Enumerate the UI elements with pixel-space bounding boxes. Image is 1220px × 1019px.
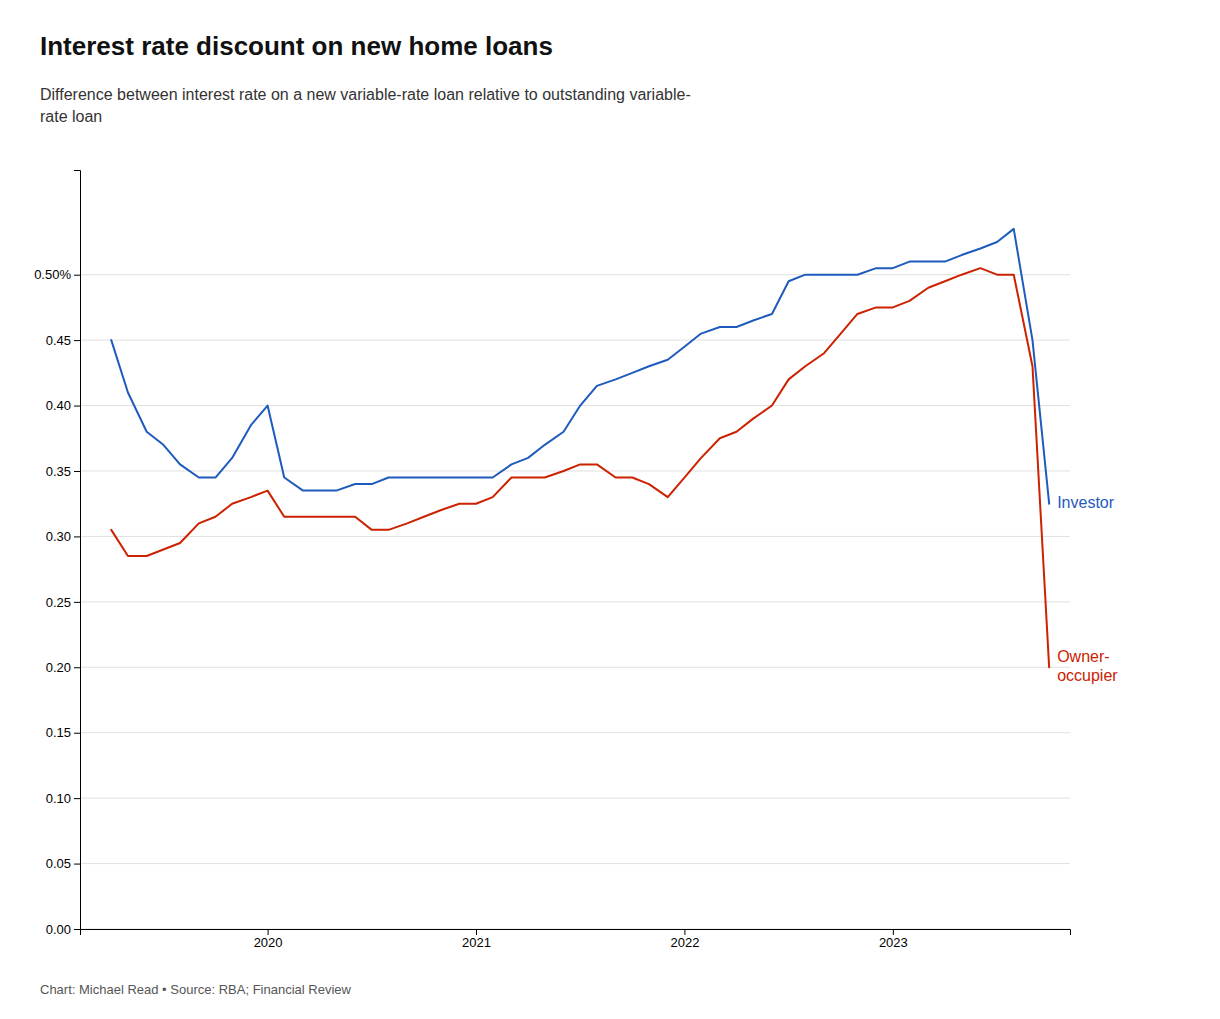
series-label-line: Owner-	[1057, 648, 1109, 665]
series-label: Owner-occupier	[1057, 648, 1118, 684]
tick: 2022	[670, 929, 699, 950]
tick: 0.20	[46, 660, 80, 675]
grid-line	[80, 274, 1070, 275]
series-label: Investor	[1057, 494, 1115, 511]
tick-label: 0.05	[46, 856, 71, 871]
title: Interest rate discount on new home loans	[40, 31, 553, 61]
tick-label: 2023	[879, 935, 908, 950]
tick: 0.00	[46, 922, 80, 937]
tick-mark	[74, 929, 80, 930]
chart: Interest rate discount on new home loans…	[0, 0, 1220, 1019]
tick-label: 0.15	[46, 725, 71, 740]
subtitle-line: Difference between interest rate on a ne…	[40, 86, 691, 103]
tick-mark	[684, 929, 685, 935]
tick: 0.25	[46, 595, 80, 610]
tick-mark	[74, 536, 80, 537]
tick-mark	[74, 864, 80, 865]
axis-line	[81, 930, 1071, 936]
tick-mark	[74, 667, 80, 668]
tick: 0.45	[46, 333, 80, 348]
tick-label: 2020	[254, 935, 283, 950]
series-line	[111, 268, 1049, 667]
series-label-line: occupier	[1057, 667, 1118, 684]
tick: 0.50%	[34, 267, 80, 282]
tick-label: 2022	[670, 935, 699, 950]
line-labels: Investor Owner-occupier	[1057, 494, 1118, 684]
grid-line	[80, 340, 1070, 341]
tick: 0.30	[46, 529, 80, 544]
tick: 0.05	[46, 856, 80, 871]
axis-line	[74, 171, 81, 930]
plot-area	[111, 229, 1049, 667]
tick: 2021	[462, 929, 491, 950]
tick-label: 0.10	[46, 791, 71, 806]
tick: 0.40	[46, 398, 80, 413]
tick-mark	[74, 275, 80, 276]
tick: 2023	[879, 929, 908, 950]
tick-label: 0.40	[46, 398, 71, 413]
subtitle-line: rate loan	[40, 108, 102, 125]
tick-label: 0.35	[46, 464, 71, 479]
grid-line	[80, 536, 1070, 537]
tick-mark	[74, 798, 80, 799]
tick-label: 0.00	[46, 922, 71, 937]
tick-label: 0.25	[46, 595, 71, 610]
grid-line	[80, 601, 1070, 602]
tick-mark	[74, 406, 80, 407]
grid-line	[80, 863, 1070, 864]
grid-line	[80, 405, 1070, 406]
grid	[80, 275, 1070, 929]
tick-label: 0.45	[46, 333, 71, 348]
tick-mark	[74, 602, 80, 603]
grid-line	[80, 470, 1070, 471]
tick-mark	[476, 929, 477, 935]
tick: 0.15	[46, 725, 80, 740]
tick-label: 2021	[462, 935, 491, 950]
source: Chart: Michael Read • Source: RBA; Finan…	[40, 982, 352, 997]
series-label-line: Investor	[1057, 494, 1115, 511]
tick-mark	[74, 471, 80, 472]
series-line	[111, 229, 1049, 504]
tick-mark	[74, 340, 80, 341]
tick-mark	[74, 733, 80, 734]
tick-mark	[268, 929, 269, 935]
tick-label: 0.50%	[34, 267, 71, 282]
tick: 2020	[254, 929, 283, 950]
subtitle: Difference between interest rate on a ne…	[40, 86, 691, 125]
tick-mark	[893, 929, 894, 935]
tick: 0.35	[46, 464, 80, 479]
x-axis: 2020 2021 2022 2023	[81, 929, 1071, 950]
tick-label: 0.30	[46, 529, 71, 544]
grid-line	[80, 798, 1070, 799]
y-axis: 0.00 0.05 0.10 0.15 0.20 0.25 0.30 0.35 0.40 0.45…	[34, 171, 80, 937]
grid-line	[80, 732, 1070, 733]
tick: 0.10	[46, 791, 80, 806]
grid-line	[80, 667, 1070, 668]
tick-label: 0.20	[46, 660, 71, 675]
